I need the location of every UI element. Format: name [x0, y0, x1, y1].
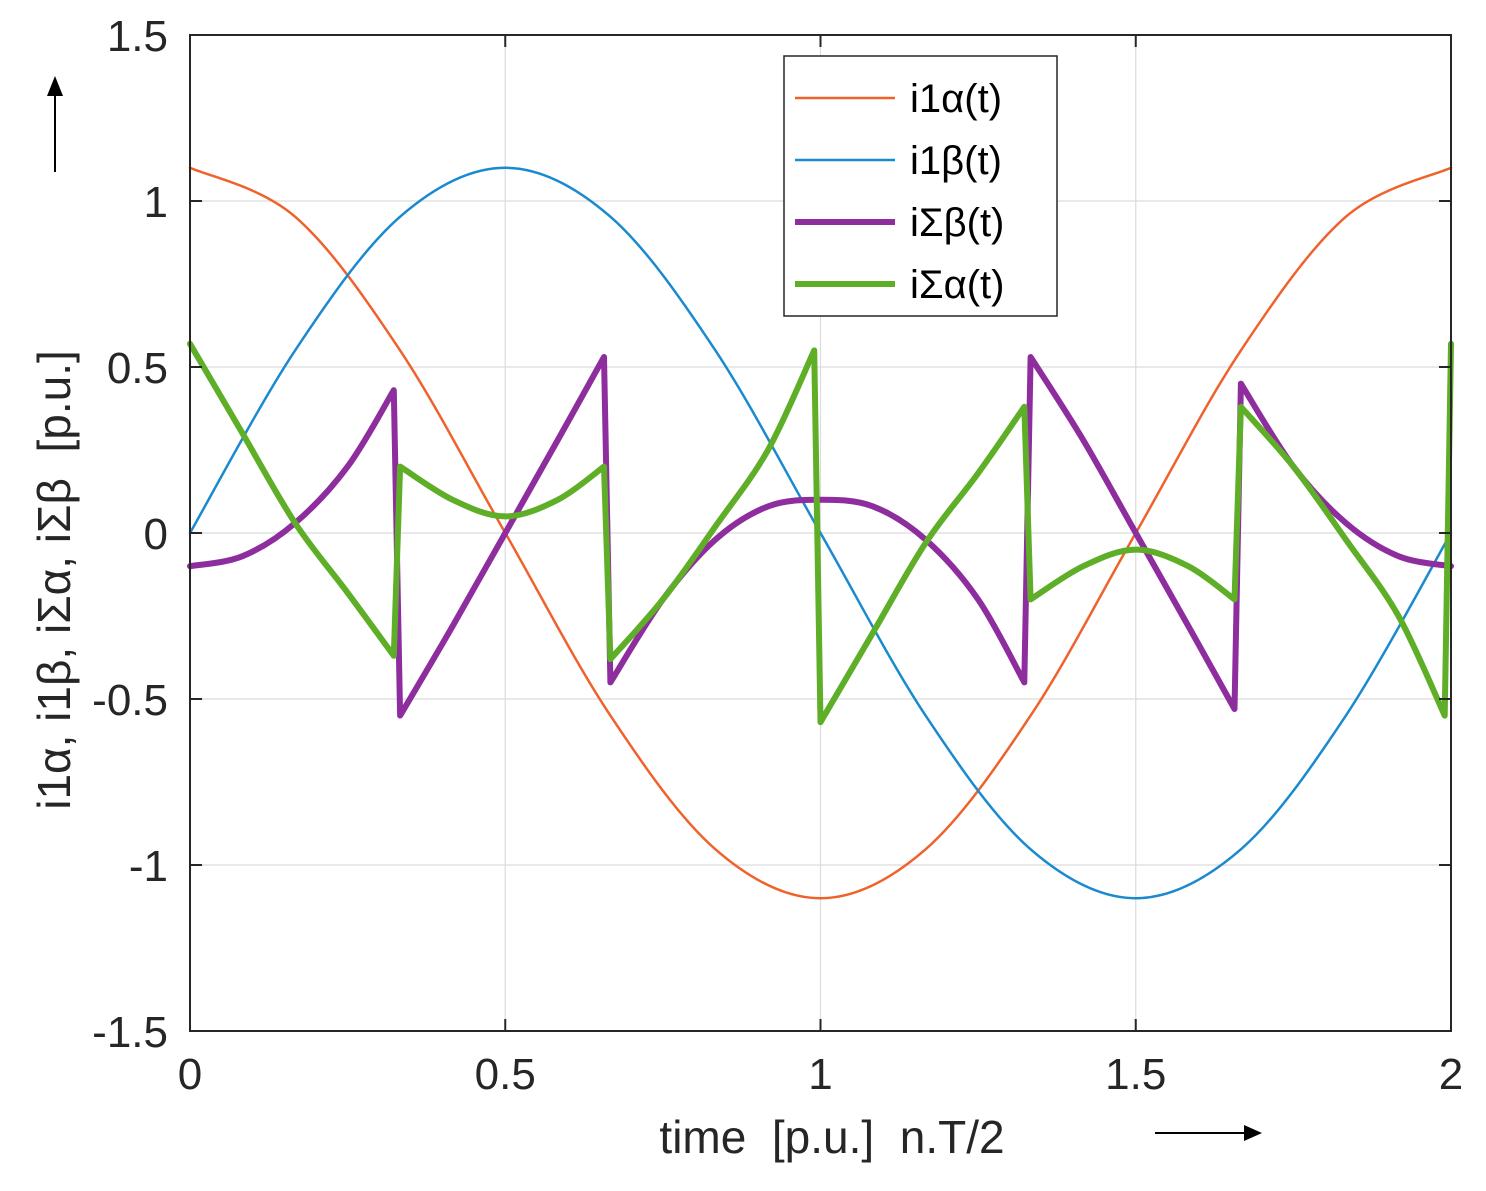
x-tick-label: 0.5	[475, 1050, 536, 1099]
legend-label: i1α(t)	[910, 77, 1002, 121]
legend-label: i1β(t)	[910, 139, 1002, 183]
y-tick-label: 0	[144, 510, 168, 559]
x-tick-label: 0	[178, 1050, 202, 1099]
series-line-3	[187, 354, 1454, 719]
series-layer	[187, 166, 1454, 900]
series-line-4	[187, 340, 1454, 726]
series-line-2	[188, 166, 1453, 900]
legend-label: iΣα(t)	[910, 263, 1005, 307]
legend-box	[783, 55, 1058, 317]
x-tick-label: 1	[808, 1050, 832, 1099]
y-axis-arrow-icon	[47, 76, 63, 172]
y-tick-label: -0.5	[92, 676, 168, 725]
y-tick-label: 0.5	[107, 344, 168, 393]
y-axis-label: i1α, i1β, iΣα, iΣβ [p.u.]	[28, 350, 80, 810]
legend: i1α(t) i1β(t) iΣβ(t) iΣα(t)	[783, 55, 1058, 317]
x-tick-label: 1.5	[1105, 1050, 1166, 1099]
series-line-1	[188, 166, 1453, 900]
x-tick-label: 2	[1439, 1050, 1463, 1099]
x-axis-arrow-icon	[1155, 1125, 1262, 1141]
y-tick-label: -1	[129, 842, 168, 891]
y-tick-label: 1.5	[107, 12, 168, 61]
axis-ticks	[189, 34, 1452, 1032]
legend-label: iΣβ(t)	[910, 201, 1004, 245]
y-tick-label: -1.5	[92, 1008, 168, 1057]
y-tick-label: 1	[144, 178, 168, 227]
x-axis-label: time [p.u.] n.T/2	[659, 1111, 1004, 1163]
tick-labels: 0 0.5 1 1.5 2 -1.5 -1 -0.5 0 0.5 1 1.5	[92, 12, 1463, 1099]
